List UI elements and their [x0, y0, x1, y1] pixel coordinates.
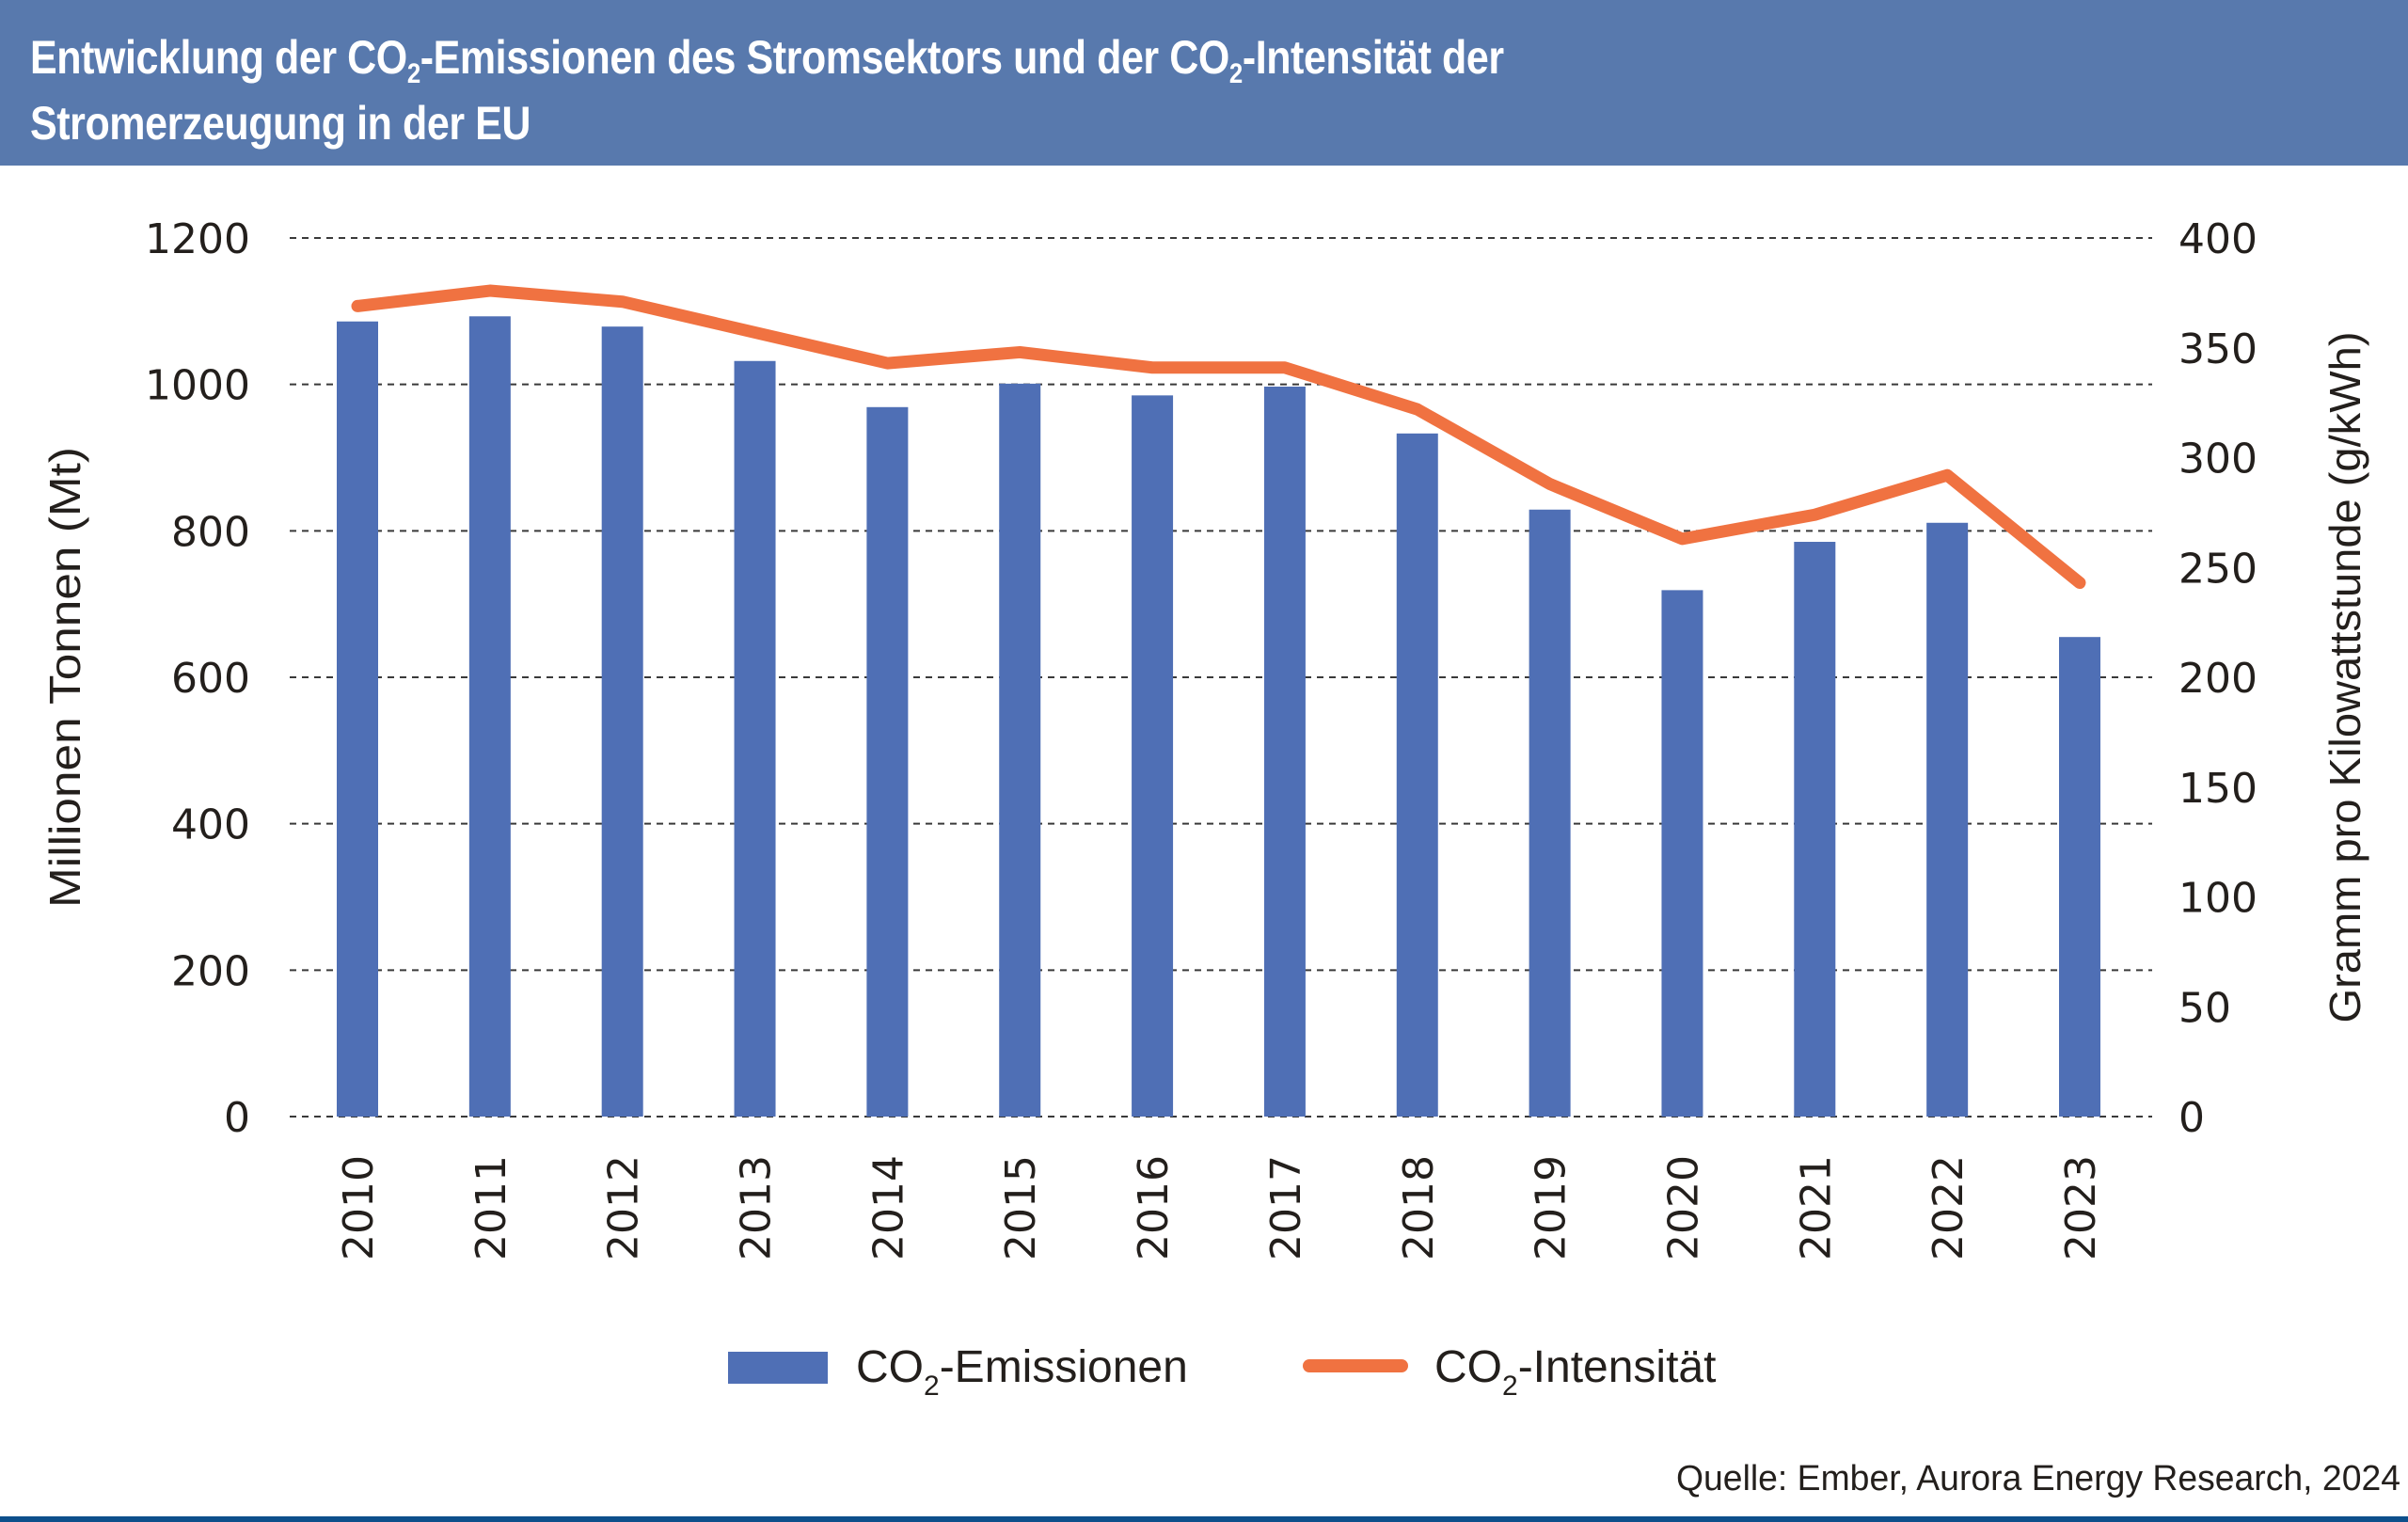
x-tick-label: 2022 — [1925, 1155, 1972, 1260]
left-tick-label: 1200 — [145, 215, 250, 263]
bar-2017 — [1263, 387, 1306, 1117]
x-tick-label: 2011 — [467, 1155, 515, 1260]
legend-label-emissions: CO2-Emissionen — [856, 1342, 1188, 1402]
right-axis-ticks: 0 50 100 150 200 250 300 350 400 — [2178, 215, 2258, 1142]
x-axis-ticks: 2010 2011 2012 2013 2014 2015 2016 2017 2018 2019… — [335, 1155, 2105, 1260]
right-axis-title: Gramm pro Kilowattstunde (g/kWh) — [2321, 331, 2369, 1023]
bar-2014 — [866, 406, 909, 1117]
legend-intensity-rest: -Intensität — [1518, 1342, 1717, 1392]
bar-2015 — [999, 383, 1041, 1118]
left-tick-label: 200 — [171, 947, 250, 995]
bar-2010 — [337, 321, 378, 1118]
x-tick-label: 2012 — [600, 1155, 648, 1260]
left-tick-label: 600 — [171, 655, 250, 703]
title-part-3: -Intensität der — [1242, 31, 1504, 84]
right-tick-label: 350 — [2178, 325, 2258, 373]
bar-2020 — [1661, 590, 1703, 1117]
emissions-bars — [337, 316, 2100, 1118]
x-tick-label: 2014 — [864, 1155, 912, 1260]
bar-2016 — [1132, 395, 1174, 1117]
legend-emissions-rest: -Emissionen — [940, 1342, 1188, 1392]
bottom-border — [0, 1516, 2408, 1522]
left-axis-title: Millionen Tonnen (Mt) — [40, 447, 89, 908]
right-tick-label: 50 — [2178, 984, 2231, 1032]
intensity-line — [351, 284, 2086, 590]
legend-emissions-main: CO — [856, 1342, 924, 1392]
legend: CO2-Emissionen CO2-Intensität — [728, 1342, 1716, 1402]
x-tick-label: 2013 — [733, 1155, 781, 1260]
x-tick-label: 2016 — [1130, 1155, 1178, 1260]
x-tick-label: 2017 — [1262, 1155, 1310, 1260]
x-tick-label: 2010 — [335, 1155, 383, 1260]
x-tick-label: 2019 — [1528, 1155, 1576, 1260]
right-tick-label: 250 — [2178, 545, 2258, 593]
right-tick-label: 200 — [2178, 655, 2258, 703]
bar-2011 — [468, 316, 511, 1117]
source-note: Quelle: Ember, Aurora Energy Research, 2… — [1676, 1459, 2400, 1498]
legend-intensity-sub: 2 — [1502, 1371, 1518, 1402]
x-tick-label: 2023 — [2057, 1155, 2105, 1260]
title-line-2: Stromerzeugung in der EU — [30, 97, 531, 150]
title-subscript-2: 2 — [1228, 58, 1243, 89]
bar-2013 — [734, 360, 776, 1117]
right-tick-label: 400 — [2178, 215, 2258, 263]
legend-intensity-main: CO — [1434, 1342, 1502, 1392]
chart-title: Entwicklung der CO2-Emissionen des Strom… — [30, 24, 1810, 156]
gridlines — [290, 237, 2152, 1118]
bar-2012 — [601, 326, 643, 1117]
right-tick-label: 150 — [2178, 765, 2258, 813]
left-tick-label: 800 — [171, 508, 250, 556]
left-axis-ticks: 0 200 400 600 800 1000 1200 — [145, 215, 250, 1142]
right-tick-label: 300 — [2178, 436, 2258, 484]
chart-header: Entwicklung der CO2-Emissionen des Strom… — [0, 0, 2408, 166]
legend-emissions-sub: 2 — [924, 1371, 940, 1402]
legend-swatch-emissions — [728, 1352, 828, 1384]
right-tick-label: 100 — [2178, 875, 2258, 923]
bar-2023 — [2059, 637, 2100, 1117]
bar-2018 — [1396, 433, 1438, 1117]
x-tick-label: 2020 — [1659, 1155, 1707, 1260]
title-subscript-1: 2 — [406, 58, 420, 89]
title-part-1: Entwicklung der CO — [30, 31, 407, 84]
bar-2022 — [1926, 522, 1969, 1117]
bar-2021 — [1794, 542, 1836, 1117]
left-tick-label: 1000 — [145, 362, 250, 410]
right-tick-label: 0 — [2178, 1094, 2205, 1142]
left-tick-label: 0 — [224, 1094, 250, 1142]
bar-2019 — [1529, 509, 1571, 1117]
legend-label-intensity: CO2-Intensität — [1434, 1342, 1716, 1402]
x-tick-label: 2018 — [1395, 1155, 1443, 1260]
title-part-2: -Emissionen des Stromsektors und der CO — [420, 31, 1230, 84]
x-tick-label: 2021 — [1792, 1155, 1840, 1260]
left-tick-label: 400 — [171, 801, 250, 849]
x-tick-label: 2015 — [997, 1155, 1045, 1260]
